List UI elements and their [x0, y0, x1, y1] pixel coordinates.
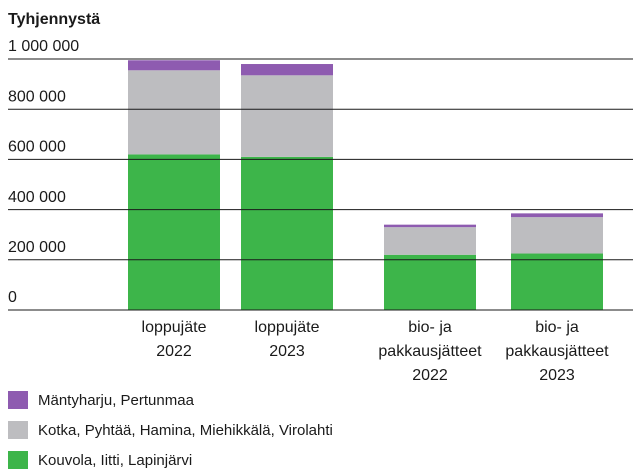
y-tick-label: 400 000 [8, 189, 66, 206]
bar-segment [384, 227, 476, 255]
x-tick-label: bio- ja [408, 319, 452, 336]
bar-segment [128, 60, 220, 71]
y-axis-title: Tyhjennystä [8, 11, 100, 28]
legend-label: Mäntyharju, Pertunmaa [38, 392, 195, 409]
y-tick-label: 1 000 000 [8, 38, 79, 55]
x-tick-label: 2022 [412, 367, 448, 384]
x-tick-label: 2023 [539, 367, 575, 384]
bar-segment [511, 253, 603, 310]
y-tick-label: 200 000 [8, 239, 66, 256]
x-tick-label: pakkausjätteet [505, 343, 609, 360]
x-tick-label: loppujäte [142, 319, 207, 336]
y-tick-label: 800 000 [8, 88, 66, 105]
bar-segment [511, 217, 603, 254]
x-tick-label: 2022 [156, 343, 192, 360]
bar-segment [128, 70, 220, 155]
x-tick-label: pakkausjätteet [378, 343, 482, 360]
legend-swatch [8, 451, 28, 469]
y-tick-label: 600 000 [8, 139, 66, 156]
legend-label: Kouvola, Iitti, Lapinjärvi [38, 452, 192, 469]
bar-segment [384, 224, 476, 228]
bar-segment [384, 254, 476, 310]
legend-swatch [8, 421, 28, 439]
bar-segment [128, 154, 220, 310]
legend-label: Kotka, Pyhtää, Hamina, Miehikkälä, Virol… [38, 422, 333, 439]
x-tick-label: 2023 [269, 343, 305, 360]
bar-segment [511, 213, 603, 218]
bar-segment [241, 64, 333, 76]
legend-swatch [8, 391, 28, 409]
x-tick-label: loppujäte [255, 319, 320, 336]
y-tick-label: 0 [8, 289, 17, 306]
x-tick-label: bio- ja [535, 319, 579, 336]
bar-segment [241, 156, 333, 310]
bar-segment [241, 75, 333, 157]
